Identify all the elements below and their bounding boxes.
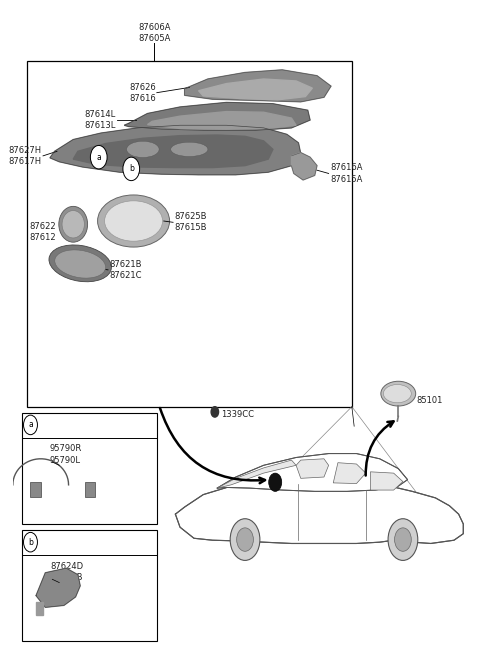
Polygon shape (36, 602, 43, 615)
Text: 87624D
87614B: 87624D 87614B (50, 562, 83, 582)
Polygon shape (50, 125, 301, 175)
Text: 95790R
95790L: 95790R 95790L (50, 444, 82, 464)
Ellipse shape (127, 141, 159, 158)
Circle shape (230, 519, 260, 560)
Circle shape (24, 532, 37, 552)
Circle shape (395, 528, 411, 551)
Text: a: a (96, 152, 101, 162)
Circle shape (211, 407, 218, 417)
Ellipse shape (59, 206, 88, 242)
Circle shape (269, 473, 282, 491)
Polygon shape (124, 102, 310, 131)
Bar (85, 482, 95, 497)
Bar (22, 530, 157, 641)
Text: 87621B
87621C: 87621B 87621C (109, 260, 142, 280)
Text: 85101: 85101 (416, 396, 442, 405)
Polygon shape (175, 477, 463, 543)
Circle shape (24, 415, 37, 435)
Polygon shape (199, 79, 312, 100)
Ellipse shape (105, 201, 163, 241)
Polygon shape (296, 459, 329, 478)
Circle shape (237, 528, 253, 551)
Polygon shape (333, 463, 366, 484)
Polygon shape (371, 472, 403, 490)
Polygon shape (73, 135, 273, 168)
Text: 87622
87612: 87622 87612 (29, 222, 56, 242)
Text: 87626
87616: 87626 87616 (129, 83, 156, 102)
Circle shape (123, 157, 140, 181)
Polygon shape (217, 460, 296, 488)
Ellipse shape (384, 384, 411, 403)
Text: a: a (28, 420, 33, 430)
Text: 87627H
87617H: 87627H 87617H (9, 146, 42, 166)
Text: 87616A
87615A: 87616A 87615A (330, 164, 362, 183)
Text: 87606A
87605A: 87606A 87605A (138, 23, 171, 43)
Bar (27, 61, 352, 407)
Ellipse shape (49, 245, 111, 282)
Polygon shape (185, 70, 331, 102)
Polygon shape (217, 453, 408, 491)
Ellipse shape (381, 381, 416, 406)
Polygon shape (291, 152, 317, 180)
Bar (22, 413, 157, 524)
Polygon shape (36, 568, 80, 607)
Text: b: b (129, 164, 134, 173)
Text: 1339CC: 1339CC (221, 410, 254, 419)
Text: 87614L
87613L: 87614L 87613L (84, 110, 116, 130)
Ellipse shape (97, 195, 169, 247)
Ellipse shape (171, 142, 208, 156)
Circle shape (388, 519, 418, 560)
Circle shape (90, 145, 107, 169)
Ellipse shape (55, 250, 106, 278)
Polygon shape (147, 112, 296, 129)
Bar (31, 482, 41, 497)
Text: b: b (28, 537, 33, 547)
Ellipse shape (62, 211, 84, 238)
Text: 87625B
87615B: 87625B 87615B (174, 212, 207, 233)
